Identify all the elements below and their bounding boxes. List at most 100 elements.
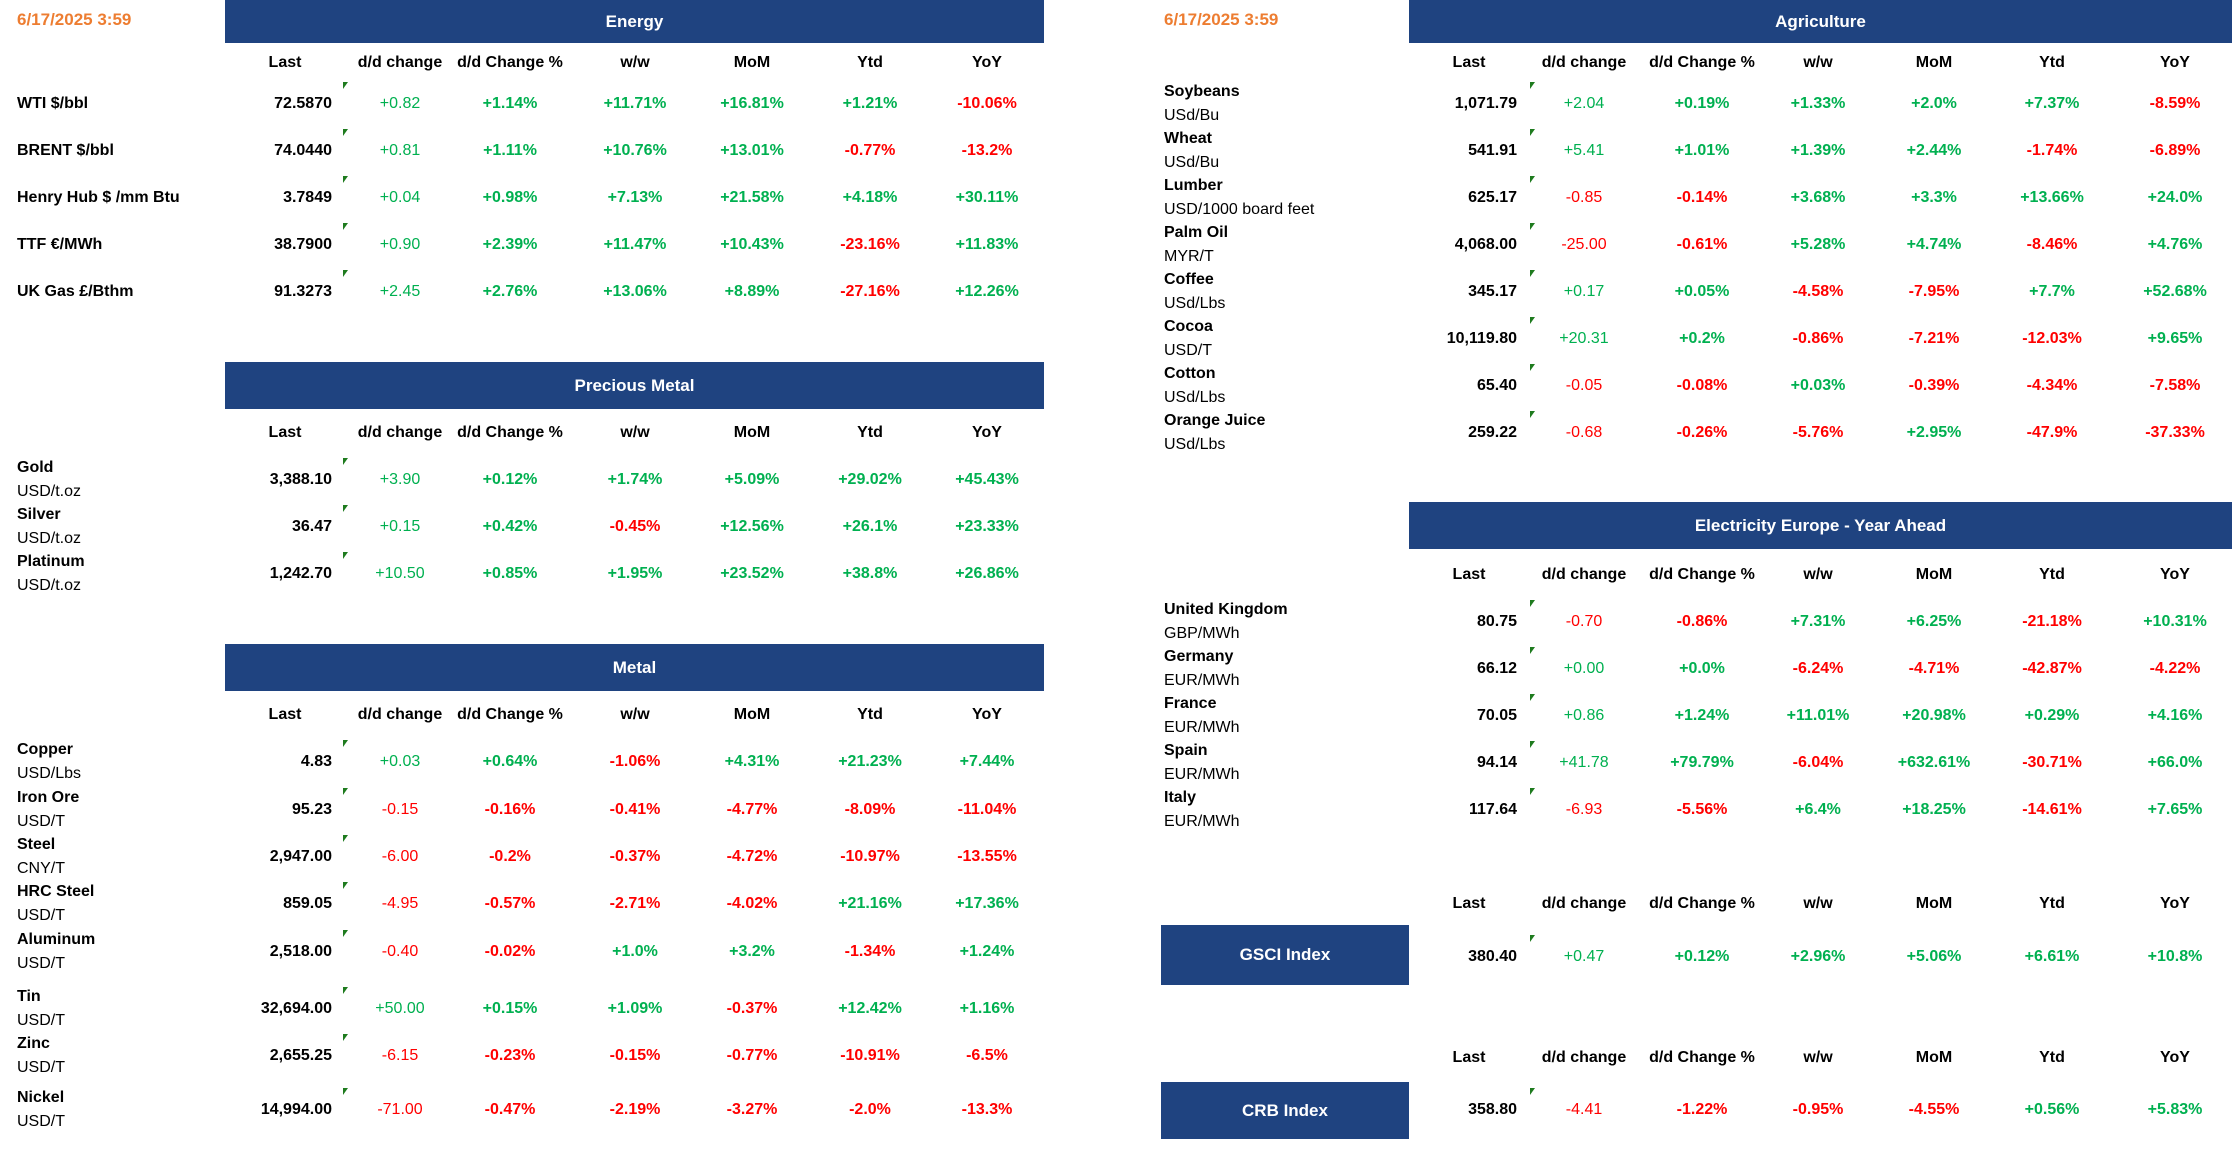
cell-d-d-change-: +0.98% xyxy=(482,189,538,206)
cell-w-w: -0.86% xyxy=(1792,330,1844,347)
cell-yoy: +5.83% xyxy=(2147,1101,2203,1118)
cell-mom: +2.0% xyxy=(1911,95,1957,112)
cell-marker-icon xyxy=(1530,129,1535,136)
cell-d-d-change: -4.41 xyxy=(1565,1101,1603,1118)
column-header-w-w: w/w xyxy=(620,424,650,441)
cell-ytd: -42.87% xyxy=(2022,660,2082,677)
cell-d-d-change-: -0.86% xyxy=(1676,613,1728,630)
cell-marker-icon xyxy=(343,552,348,559)
cell-d-d-change-: +2.76% xyxy=(482,283,538,300)
cell-yoy: +7.44% xyxy=(959,753,1015,770)
column-header-last: Last xyxy=(268,54,302,71)
column-header-last: Last xyxy=(1452,895,1486,912)
column-header-ytd: Ytd xyxy=(857,424,883,441)
last-value: 10,119.80 xyxy=(1446,330,1517,347)
column-header-yoy: YoY xyxy=(972,706,1002,723)
cell-mom: +6.25% xyxy=(1906,613,1962,630)
column-header-ytd: Ytd xyxy=(2039,895,2065,912)
cell-w-w: +1.95% xyxy=(607,565,663,582)
column-header-last: Last xyxy=(1452,1049,1486,1066)
cell-mom: +10.43% xyxy=(720,236,784,253)
cell-ytd: +4.18% xyxy=(842,189,898,206)
column-header-d-d-change-: d/d Change % xyxy=(1649,54,1755,71)
cell-d-d-change-: +0.85% xyxy=(482,565,538,582)
cell-yoy: +11.83% xyxy=(955,236,1019,253)
cell-w-w: +11.71% xyxy=(603,95,667,112)
column-header-mom: MoM xyxy=(1915,1049,1953,1066)
cell-mom: -4.55% xyxy=(1908,1101,1960,1118)
row-unit: USD/T xyxy=(17,955,65,972)
cell-w-w: +11.47% xyxy=(603,236,667,253)
row-unit: USd/Bu xyxy=(1164,154,1220,171)
gsci-index-label: GSCI Index xyxy=(1161,925,1409,985)
cell-marker-icon xyxy=(343,270,348,277)
row-unit: USD/1000 board feet xyxy=(1164,201,1315,218)
column-header-last: Last xyxy=(1452,566,1486,583)
cell-d-d-change: +41.78 xyxy=(1559,754,1609,771)
cell-yoy: +30.11% xyxy=(955,189,1019,206)
cell-d-d-change-: -0.08% xyxy=(1676,377,1728,394)
cell-d-d-change: -6.00 xyxy=(381,848,419,865)
row-label: Palm Oil xyxy=(1164,224,1229,241)
row-label: Cotton xyxy=(1164,365,1216,382)
cell-mom: -4.71% xyxy=(1908,660,1960,677)
cell-marker-icon xyxy=(343,1034,348,1041)
cell-ytd: -8.09% xyxy=(844,801,896,818)
cell-ytd: +7.37% xyxy=(2024,95,2080,112)
column-header-last: Last xyxy=(1452,54,1486,71)
cell-mom: +20.98% xyxy=(1902,707,1966,724)
last-value: 2,518.00 xyxy=(269,943,332,960)
cell-yoy: +9.65% xyxy=(2147,330,2203,347)
cell-d-d-change: -0.05 xyxy=(1565,377,1603,394)
last-value: 72.5870 xyxy=(274,95,332,112)
cell-yoy: +45.43% xyxy=(955,471,1019,488)
cell-ytd: -1.34% xyxy=(844,943,896,960)
cell-w-w: +11.01% xyxy=(1786,707,1850,724)
column-header-ytd: Ytd xyxy=(2039,566,2065,583)
cell-d-d-change-: -0.47% xyxy=(484,1101,536,1118)
cell-w-w: +1.39% xyxy=(1790,142,1846,159)
row-label: Coffee xyxy=(1164,271,1214,288)
last-value: 36.47 xyxy=(291,518,332,535)
column-header-w-w: w/w xyxy=(1803,895,1833,912)
cell-marker-icon xyxy=(343,740,348,747)
cell-ytd: -12.03% xyxy=(2022,330,2082,347)
cell-mom: +4.74% xyxy=(1906,236,1962,253)
column-header-w-w: w/w xyxy=(1803,54,1833,71)
cell-ytd: +29.02% xyxy=(838,471,902,488)
column-header-ytd: Ytd xyxy=(857,706,883,723)
row-label: Cocoa xyxy=(1164,318,1213,335)
column-header-d-d-change: d/d change xyxy=(357,706,443,723)
cell-yoy: -13.2% xyxy=(961,142,1013,159)
cell-d-d-change-: +0.12% xyxy=(1674,948,1730,965)
last-value: 38.7900 xyxy=(274,236,332,253)
column-header-yoy: YoY xyxy=(2160,54,2190,71)
cell-d-d-change-: +0.15% xyxy=(482,1000,538,1017)
cell-w-w: +7.13% xyxy=(607,189,663,206)
row-label: Zinc xyxy=(17,1035,50,1052)
last-value: 259.22 xyxy=(1468,424,1517,441)
row-unit: USD/t.oz xyxy=(17,530,82,547)
cell-mom: +23.52% xyxy=(720,565,784,582)
column-header-last: Last xyxy=(268,706,302,723)
column-header-mom: MoM xyxy=(733,424,771,441)
cell-yoy: -37.33% xyxy=(2145,424,2205,441)
column-header-yoy: YoY xyxy=(972,424,1002,441)
cell-mom: +5.09% xyxy=(724,471,780,488)
cell-d-d-change: +0.04 xyxy=(379,189,421,206)
cell-marker-icon xyxy=(1530,364,1535,371)
cell-marker-icon xyxy=(343,835,348,842)
last-value: 70.05 xyxy=(1476,707,1517,724)
column-header-yoy: YoY xyxy=(2160,895,2190,912)
cell-d-d-change: +0.17 xyxy=(1563,283,1605,300)
cell-yoy: +1.24% xyxy=(959,943,1015,960)
cell-marker-icon xyxy=(1530,788,1535,795)
cell-d-d-change-: -0.16% xyxy=(484,801,536,818)
cell-d-d-change: +2.04 xyxy=(1563,95,1605,112)
last-value: 74.0440 xyxy=(274,142,332,159)
cell-yoy: +52.68% xyxy=(2143,283,2207,300)
cell-w-w: +5.28% xyxy=(1790,236,1846,253)
column-header-mom: MoM xyxy=(733,706,771,723)
row-unit: USD/T xyxy=(1164,342,1212,359)
cell-d-d-change: +0.90 xyxy=(379,236,421,253)
